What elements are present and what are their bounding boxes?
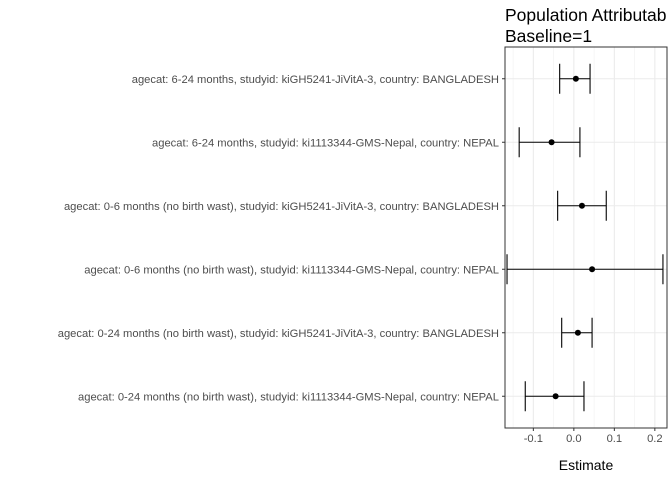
panel-border (504, 46, 668, 429)
chart-title: Population Attributab Baseline=1 (505, 5, 667, 47)
y-tick-label: agecat: 0-24 months (no birth wast), stu… (78, 391, 499, 403)
x-tick-label: 0.2 (647, 433, 663, 445)
estimate-point (578, 202, 585, 209)
forest-row (506, 254, 664, 285)
plot-panel (505, 47, 667, 428)
y-tick-label: agecat: 6-24 months, studyid: ki1113344-… (152, 137, 499, 149)
x-tick-label: 0.1 (607, 433, 623, 445)
estimate-point (572, 75, 579, 82)
estimate-point (552, 393, 559, 400)
x-tick-label: 0.0 (566, 433, 582, 445)
forest-row (524, 381, 585, 412)
y-tick-label: agecat: 6-24 months, studyid: kiGH5241-J… (132, 74, 499, 86)
y-tick-label: agecat: 0-6 months (no birth wast), stud… (64, 201, 499, 213)
chart-title-line-2: Baseline=1 (505, 26, 593, 46)
forest-row (557, 190, 607, 221)
x-tick-label: -0.1 (524, 433, 543, 445)
y-tick-label: agecat: 0-6 months (no birth wast), stud… (84, 264, 499, 276)
forest-row (561, 317, 593, 348)
forest-row (518, 127, 581, 158)
estimate-point (574, 329, 581, 336)
chart-title-line-1: Population Attributab (505, 5, 667, 25)
y-tick-label: agecat: 0-24 months (no birth wast), stu… (58, 328, 499, 340)
estimate-point (548, 139, 555, 146)
forest-row (559, 63, 591, 94)
x-axis-title: Estimate (559, 457, 614, 473)
estimate-point (589, 266, 596, 273)
